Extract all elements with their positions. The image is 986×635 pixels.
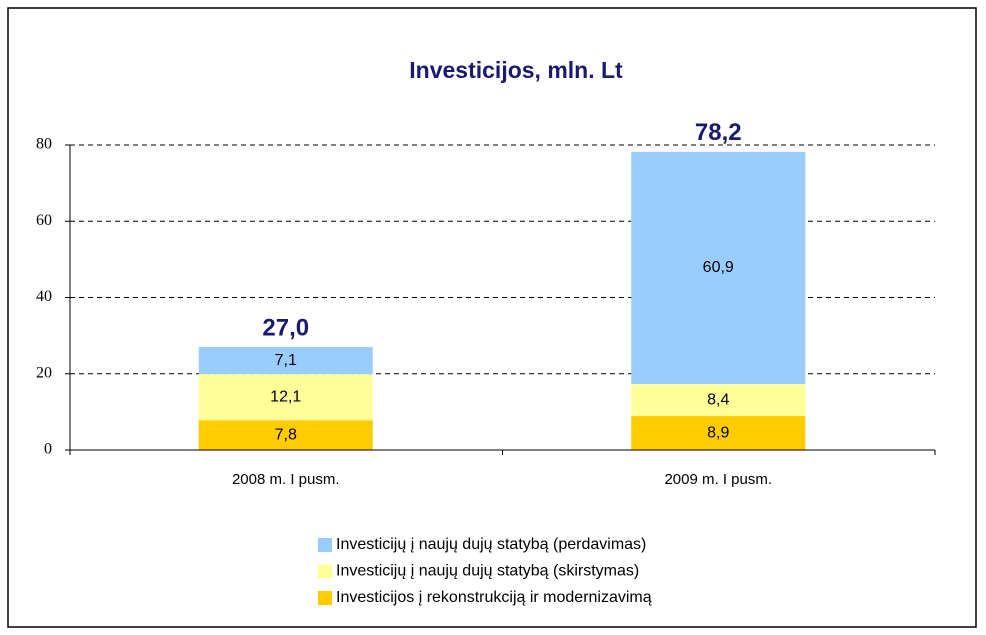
- chart-frame: [7, 7, 977, 628]
- y-tick-label: 60: [36, 212, 52, 229]
- data-label: 7,1: [275, 352, 297, 369]
- legend-label: Investicijų į naujų dujų statybą (perdav…: [336, 536, 646, 553]
- total-label: 27,0: [262, 314, 309, 341]
- chart-title: Investicijos, mln. Lt: [409, 57, 623, 83]
- legend-swatch: [318, 538, 332, 552]
- x-tick-label: 2008 m. I pusm.: [232, 471, 340, 488]
- bar-segment: [198, 374, 373, 421]
- legend-label: Investicijų į naujų dujų statybą (skirst…: [336, 563, 639, 580]
- total-label: 78,2: [695, 119, 742, 146]
- bar-segment: [631, 384, 806, 417]
- y-tick-label: 0: [44, 441, 52, 458]
- y-tick-label: 40: [36, 288, 52, 305]
- bar-segment: [198, 420, 373, 450]
- data-label: 60,9: [703, 259, 734, 276]
- y-tick-label: 80: [36, 136, 52, 153]
- data-label: 7,8: [275, 426, 297, 443]
- data-label: 8,4: [707, 391, 729, 408]
- x-tick-label: 2009 m. I pusm.: [664, 471, 772, 488]
- data-label: 8,9: [707, 424, 729, 441]
- legend-swatch: [318, 564, 332, 579]
- bar-segment: [631, 416, 806, 450]
- legend-label: Investicijos į rekonstrukciją ir moderni…: [336, 589, 652, 606]
- y-tick-label: 20: [36, 364, 52, 381]
- legend-swatch: [318, 591, 332, 605]
- bar-segment: [198, 347, 373, 375]
- bar-segment: [631, 151, 806, 385]
- data-label: 12,1: [270, 388, 301, 405]
